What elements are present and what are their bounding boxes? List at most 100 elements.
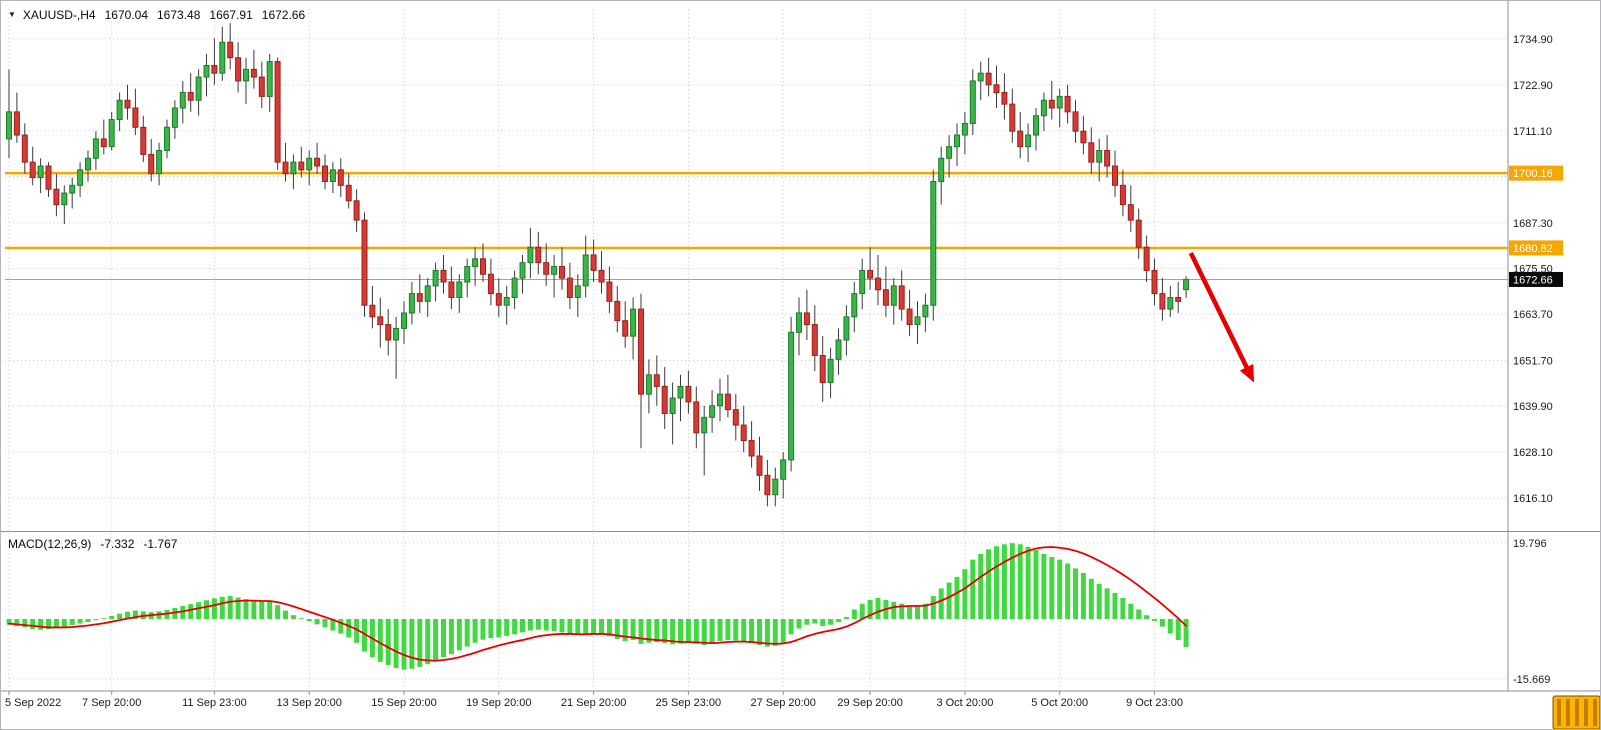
macd-histogram-bar <box>717 619 723 642</box>
time-axis-label: 25 Sep 23:00 <box>656 697 721 709</box>
bull-candle <box>69 184 76 194</box>
price-axis-label: 1628.10 <box>1513 447 1553 459</box>
macd-histogram-bar <box>1104 588 1110 619</box>
macd-histogram-bar <box>385 619 391 665</box>
macd-histogram-bar <box>401 619 407 670</box>
bull-candle <box>1183 278 1190 291</box>
macd-histogram-bar <box>496 619 502 638</box>
bear-candle <box>187 92 194 101</box>
corner-widget-stripe <box>1593 699 1597 726</box>
bull-candle <box>835 339 842 360</box>
macd-histogram-bar <box>235 597 241 619</box>
macd-histogram-bar <box>915 606 920 619</box>
bull-candle <box>61 192 68 206</box>
bear-candle <box>819 354 826 384</box>
macd-histogram-bar <box>820 619 826 626</box>
macd-title: MACD(12,26,9) <box>8 537 92 551</box>
time-axis-label: 3 Oct 20:00 <box>936 697 993 709</box>
macd-histogram-bar <box>764 619 770 647</box>
bull-candle <box>37 165 44 179</box>
macd-histogram-bar <box>61 619 67 627</box>
macd-histogram-bar <box>46 619 51 629</box>
macd-histogram-bar <box>1112 592 1118 619</box>
time-axis-label: 5 Sep 2022 <box>5 697 61 709</box>
macd-histogram-bar <box>693 619 699 644</box>
macd-histogram-bar <box>259 601 265 619</box>
macd-histogram-bar <box>251 600 257 619</box>
bull-candle <box>630 308 637 337</box>
trend-arrow-shaft[interactable] <box>1188 251 1251 373</box>
bull-candle <box>195 76 202 101</box>
bear-candle <box>377 316 384 326</box>
macd-histogram-bar <box>812 619 818 624</box>
macd-histogram-bar <box>678 619 683 644</box>
bear-candle <box>756 455 763 476</box>
bull-candle <box>164 126 170 152</box>
bull-candle <box>717 393 723 407</box>
macd-histogram-bar <box>907 605 913 619</box>
bear-candle <box>1159 293 1166 310</box>
bear-candle <box>235 57 242 82</box>
bull-candle <box>519 262 526 279</box>
macd-histogram-bar <box>788 619 794 635</box>
bear-candle <box>1175 296 1182 302</box>
bull-candle <box>551 266 558 275</box>
macd-histogram-bar <box>393 619 399 669</box>
price-axis-label: 1663.70 <box>1513 309 1553 321</box>
macd-histogram-bar <box>583 619 589 635</box>
bear-candle <box>274 61 281 163</box>
bear-candle <box>322 165 328 182</box>
bull-candle <box>851 293 858 318</box>
bear-candle <box>638 308 644 395</box>
macd-histogram-bar <box>441 619 446 658</box>
macd-histogram-bar <box>448 619 454 655</box>
bull-candle <box>796 312 802 333</box>
close-value: 1672.66 <box>261 8 306 22</box>
bull-candle <box>171 107 178 128</box>
macd-histogram-bar <box>14 619 20 626</box>
corner-widget-stripe <box>1566 699 1570 726</box>
bull-candle <box>914 316 921 326</box>
bear-candle <box>258 76 265 97</box>
bull-candle <box>843 316 850 341</box>
macd-histogram-bar <box>701 619 707 646</box>
macd-histogram-bar <box>638 619 644 644</box>
bear-candle <box>1088 142 1095 163</box>
bull-candle <box>456 281 463 298</box>
macd-histogram-bar <box>275 605 281 619</box>
macd-signal-value: -1.767 <box>143 537 178 551</box>
trend-arrow-head[interactable] <box>1239 363 1255 383</box>
macd-histogram-bar <box>1159 619 1165 627</box>
macd-histogram-bar <box>488 619 494 639</box>
macd-histogram-bar <box>188 604 194 619</box>
macd-histogram-bar <box>780 619 786 643</box>
collapse-triangle-icon[interactable]: ▼ <box>8 10 16 19</box>
bear-candle <box>606 281 613 302</box>
macd-histogram-bar <box>796 619 802 629</box>
macd-histogram-bar <box>567 619 573 634</box>
bull-candle <box>393 327 400 341</box>
bull-candle <box>582 254 589 287</box>
macd-histogram-bar <box>125 611 130 619</box>
bull-candle <box>946 146 953 159</box>
bull-candle <box>156 150 163 175</box>
macd-histogram-bar <box>1183 619 1189 648</box>
bull-candle <box>669 397 676 414</box>
macd-histogram-bar <box>409 619 415 669</box>
bull-candle <box>503 296 510 306</box>
macd-histogram-bar <box>53 619 59 629</box>
bid-price-tag <box>1509 271 1563 287</box>
bear-candle <box>1151 269 1158 295</box>
bull-candle <box>1040 99 1047 117</box>
price-axis-label: 1639.90 <box>1513 401 1553 413</box>
level-price-tag <box>1509 165 1563 181</box>
bull-candle <box>1033 115 1039 136</box>
macd-histogram-bar <box>804 619 810 625</box>
bear-candle <box>385 324 392 341</box>
macd-histogram-bar <box>93 619 99 621</box>
bull-candle <box>977 72 984 82</box>
symbol-timeframe-label: XAUUSD-,H4 <box>22 8 96 22</box>
macd-histogram-bar <box>867 599 873 619</box>
